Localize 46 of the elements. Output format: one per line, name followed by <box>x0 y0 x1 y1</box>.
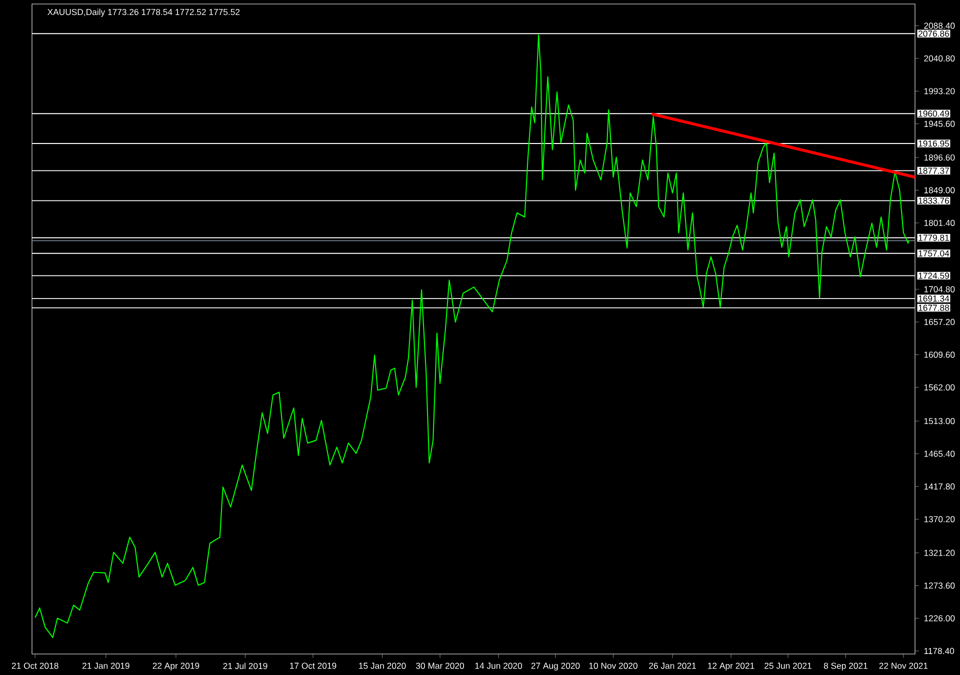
x-tick-label: 27 Aug 2020 <box>531 662 580 671</box>
y-tick-label: 2088.40 <box>924 22 955 29</box>
y-tick-label: 1513.00 <box>924 418 955 424</box>
y-tick-label: 1801.40 <box>924 220 955 226</box>
x-tick-label: 21 Jan 2019 <box>82 662 130 669</box>
y-tick-label: 1178.40 <box>924 648 954 654</box>
x-tick-label: 26 Jan 2021 <box>649 662 696 669</box>
x-tick-label: 8 Sep 2021 <box>824 662 868 671</box>
y-tick-label: 1704.80 <box>924 286 955 292</box>
y-tick-label: 1465.40 <box>924 450 955 457</box>
y-tick-label: 1321.20 <box>924 550 955 556</box>
ref-line-label: 1677.88 <box>918 304 950 311</box>
x-tick-label: 22 Apr 2019 <box>152 662 200 671</box>
y-tick-label: 1417.80 <box>924 483 955 490</box>
x-tick-label: 17 Oct 2019 <box>290 662 336 669</box>
line-series <box>34 34 910 638</box>
x-tick-label: 12 Apr 2021 <box>708 662 754 671</box>
y-tick-label: 1657.20 <box>924 318 955 326</box>
y-tick-label: 1945.60 <box>924 120 955 127</box>
x-tick-label: 14 Jun 2020 <box>475 662 522 669</box>
y-tick-label: 1370.20 <box>924 516 955 522</box>
ref-line-label: 1757.04 <box>918 250 950 256</box>
ref-line-label: 1877.37 <box>918 168 949 174</box>
ref-line-label: 1724.59 <box>918 272 949 279</box>
y-tick-label: 1273.60 <box>924 582 955 589</box>
x-tick-label: 21 Jul 2019 <box>223 662 268 670</box>
x-tick-label: 10 Nov 2020 <box>589 662 638 669</box>
ref-line-label: 1916.95 <box>918 140 950 147</box>
y-tick-label: 1849.00 <box>924 187 955 194</box>
y-tick-label: 1226.00 <box>924 615 955 622</box>
y-tick-label: 1993.20 <box>924 88 955 94</box>
ref-line-label: 1833.76 <box>918 198 950 204</box>
ref-line-label: 2076.86 <box>918 30 950 37</box>
ref-line-label: 1779.81 <box>918 234 949 241</box>
ref-line-label: 1691.34 <box>918 295 950 302</box>
y-tick-label: 1896.60 <box>924 154 955 161</box>
ref-line-label: 1960.49 <box>918 110 949 117</box>
x-tick-label: 25 Jun 2021 <box>764 662 812 669</box>
y-tick-label: 1609.60 <box>924 352 955 358</box>
x-tick-label: 21 Oct 2018 <box>12 662 58 669</box>
x-tick-label: 30 Mar 2020 <box>416 662 464 669</box>
y-tick-label: 2040.80 <box>924 55 955 62</box>
x-tick-label: 15 Jan 2020 <box>359 662 406 669</box>
y-tick-label: 1562.00 <box>924 384 955 390</box>
x-tick-label: 22 Nov 2021 <box>879 662 928 669</box>
text: XAUUSD,Daily 1773.26 1778.54 1772.52 1775.52 <box>47 8 240 17</box>
